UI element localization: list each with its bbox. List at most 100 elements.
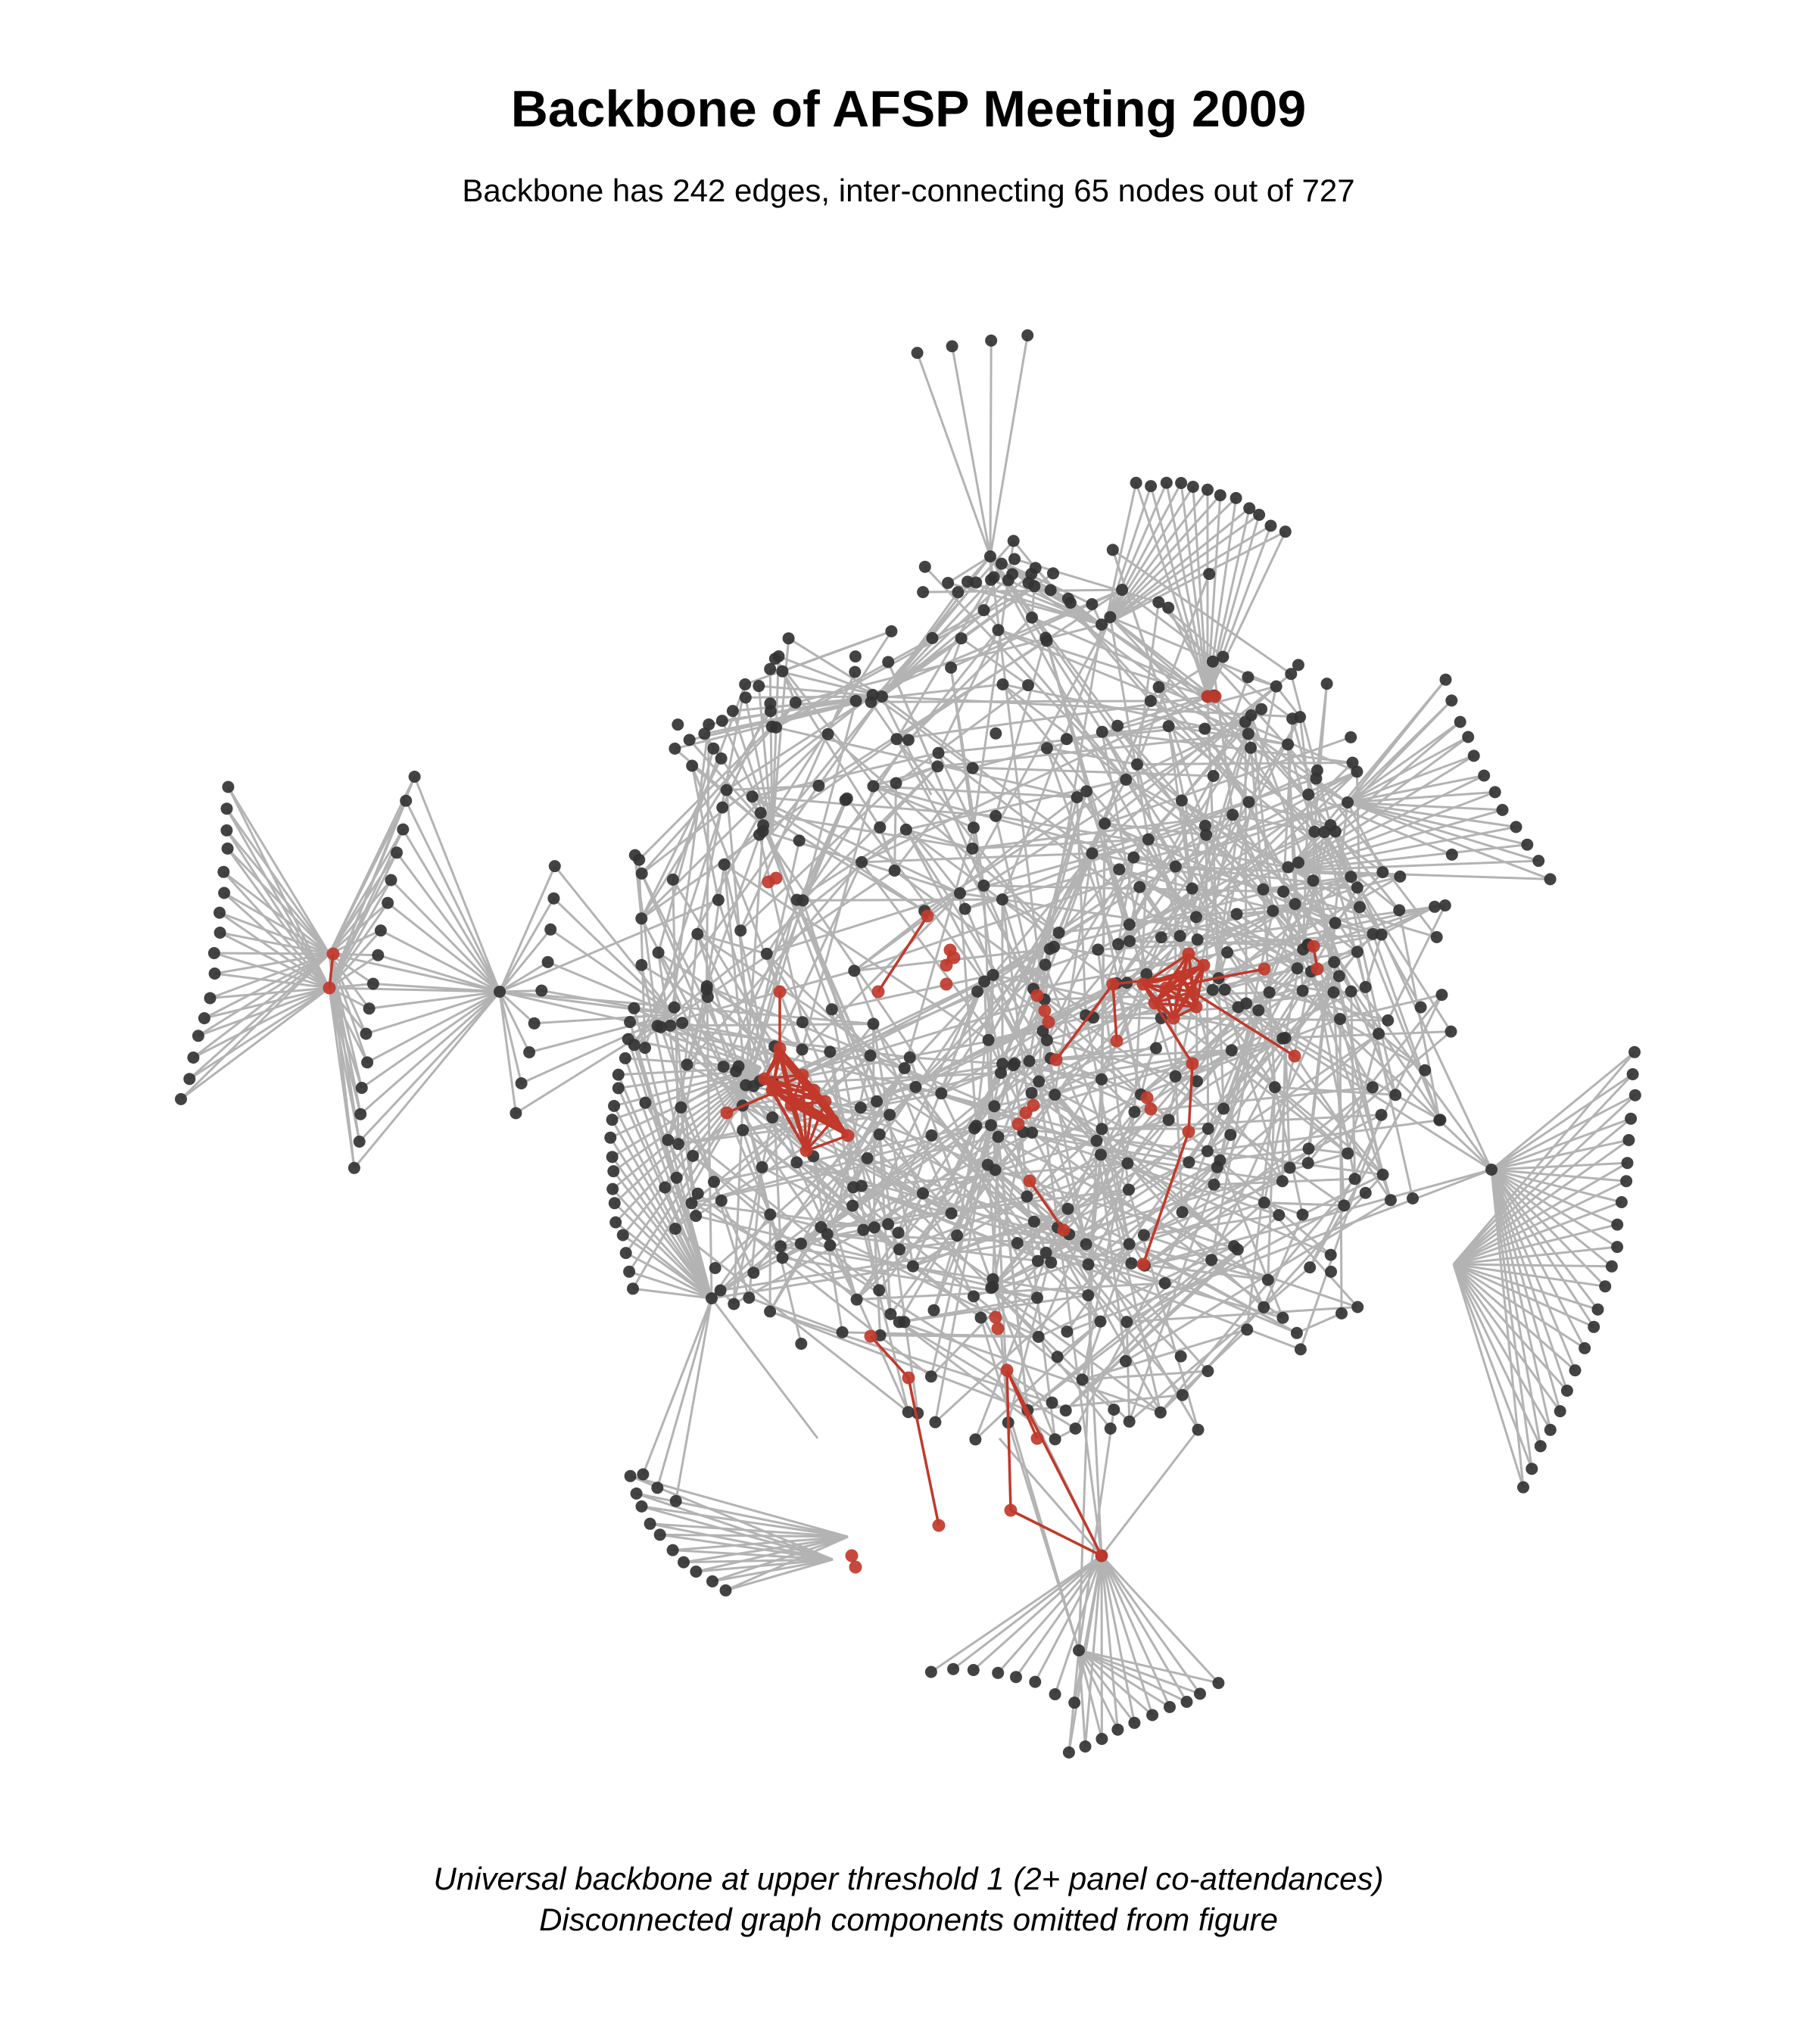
node-413: [1328, 955, 1341, 968]
edge-1226: [706, 986, 713, 1299]
node-642: [1023, 1174, 1036, 1188]
node-587: [1086, 598, 1099, 611]
edge-973: [916, 352, 992, 557]
node-173: [1231, 1243, 1244, 1256]
edge-346: [772, 946, 1055, 1083]
node-430: [175, 1092, 187, 1105]
edge-1170: [972, 1554, 1102, 1672]
node-257: [1214, 1154, 1226, 1167]
node-577: [1029, 1675, 1042, 1688]
node-246: [1255, 703, 1268, 715]
node-10: [1031, 1292, 1043, 1304]
edge-744: [1159, 1178, 1356, 1413]
node-134: [1201, 1123, 1214, 1135]
edge-826: [1125, 1198, 1392, 1363]
edge-213: [893, 783, 897, 871]
node-220: [1183, 1156, 1195, 1169]
node-218: [982, 1033, 995, 1046]
node-480: [1201, 483, 1214, 496]
node-456: [382, 896, 394, 909]
edge-1091: [725, 1558, 834, 1592]
edge-658: [1101, 731, 1148, 975]
node-245: [884, 1108, 896, 1121]
edge-831: [1098, 933, 1382, 951]
node-486: [1279, 525, 1292, 538]
edge-705: [879, 765, 939, 828]
edge-849: [769, 1310, 1028, 1412]
edge-1219: [1206, 696, 1382, 936]
edge-204: [1087, 1159, 1221, 1297]
edge-898: [226, 829, 331, 955]
edge-999: [1105, 530, 1286, 626]
edge-485: [675, 1055, 871, 1230]
node-546: [698, 728, 711, 740]
edge-1065: [1490, 1169, 1533, 1469]
node-97: [824, 1045, 837, 1058]
node-68: [666, 873, 679, 886]
node-66: [770, 721, 782, 734]
node-234: [864, 1049, 877, 1062]
node-197: [867, 1017, 880, 1030]
node-277: [746, 790, 759, 803]
edge-1005: [1347, 721, 1461, 804]
edge-1063: [1490, 1169, 1542, 1447]
edge-1067: [1490, 1169, 1525, 1488]
node-432: [187, 1052, 200, 1064]
edge-1245: [853, 801, 1348, 972]
node-130: [1217, 650, 1230, 663]
edge-1155: [612, 1066, 762, 1190]
edge-1246: [1307, 802, 1349, 1149]
node-392: [1174, 1350, 1187, 1363]
edge-1343: [1165, 967, 1265, 989]
node-203: [1376, 1168, 1389, 1181]
edge-1207: [989, 556, 1199, 940]
node-47: [974, 1311, 987, 1324]
node-629: [1106, 977, 1120, 991]
node-536: [1095, 1733, 1108, 1745]
node-170: [1175, 794, 1188, 807]
node-108: [996, 678, 1009, 690]
node-495: [1510, 821, 1522, 833]
edge-919: [328, 953, 367, 1035]
edge-466: [873, 785, 1077, 799]
node-589: [970, 576, 983, 589]
node-274: [1140, 967, 1153, 980]
node-527: [644, 1517, 656, 1530]
node-409: [849, 665, 862, 678]
edge-1123: [744, 697, 774, 833]
edge-544: [826, 1067, 906, 1235]
node-569: [619, 1247, 632, 1260]
node-540: [1164, 1700, 1176, 1713]
node-73: [789, 696, 802, 709]
edge-816: [1282, 891, 1310, 946]
edge-1106: [1100, 1555, 1188, 1703]
node-635: [1136, 1257, 1150, 1271]
node-453: [366, 977, 379, 990]
edge-1078: [650, 1522, 849, 1538]
edge-1069: [675, 1298, 713, 1502]
edge-950: [328, 776, 416, 989]
node-297: [635, 912, 648, 925]
node-470: [548, 860, 561, 873]
node-18: [1198, 722, 1211, 735]
edge-1168: [930, 1554, 1102, 1673]
node-255: [1137, 1229, 1150, 1242]
edge-648: [922, 1192, 1166, 1285]
node-665: [845, 1549, 859, 1563]
node-3: [1308, 825, 1321, 838]
node-216: [747, 1267, 760, 1279]
node-469: [547, 892, 560, 905]
node-351: [1311, 764, 1323, 777]
edge-731: [937, 752, 975, 828]
node-119: [776, 665, 789, 678]
node-20: [882, 656, 895, 668]
edge-1171: [997, 1555, 1103, 1674]
node-32: [776, 1251, 789, 1264]
node-323: [754, 806, 767, 819]
edge-1132: [633, 1008, 713, 1299]
node-519: [1526, 1463, 1538, 1475]
node-116: [925, 1129, 938, 1142]
edge-800: [772, 998, 1046, 1083]
node-588: [952, 586, 965, 599]
edge-1014: [1286, 790, 1496, 872]
